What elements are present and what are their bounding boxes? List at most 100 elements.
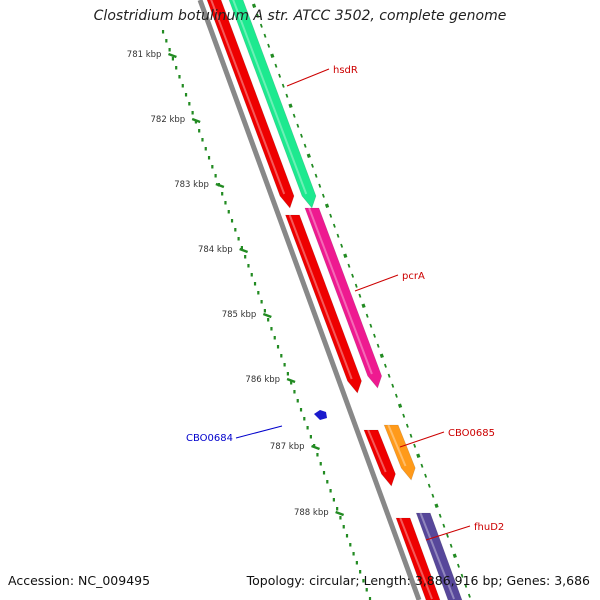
callout-line-cbo0685	[399, 431, 445, 448]
feature-track	[228, 0, 463, 600]
gene-labels: hsdR pcrA CBO0685 fhuD2 CBO0684	[186, 65, 504, 533]
ruler-tick	[239, 247, 249, 254]
accession-text: Accession: NC_009495	[8, 573, 151, 588]
ruler-dot	[191, 111, 194, 115]
outer-tick	[288, 103, 293, 109]
outer-tick	[405, 423, 409, 428]
ruler-dot	[161, 30, 165, 34]
outer-tick	[318, 183, 322, 188]
outer-tick	[420, 463, 424, 468]
ruler-dot	[365, 588, 368, 592]
outer-tick	[263, 33, 267, 38]
outer-tick-track	[251, 3, 471, 598]
backbone-track	[197, 0, 422, 600]
feature-fhuD2-shine	[419, 512, 455, 600]
ruler-tick	[191, 117, 201, 124]
ruler-dot	[253, 282, 257, 286]
ruler-tick-label: 784 kbp	[198, 245, 233, 255]
outer-tick	[442, 523, 446, 528]
ruler-dot	[303, 417, 306, 421]
ruler-tick-label: 788 kbp	[294, 508, 329, 518]
ruler-dot	[290, 381, 293, 385]
cds-segment-shine	[399, 517, 433, 600]
ruler-tick-label: 787 kbp	[270, 442, 305, 452]
outer-tick	[267, 43, 271, 48]
outer-tick	[427, 483, 431, 488]
outer-tick	[384, 363, 387, 368]
ruler-dot	[250, 273, 253, 277]
outer-tick	[321, 193, 325, 198]
ruler-dot	[273, 336, 276, 340]
ruler-dot	[296, 399, 299, 403]
outer-tick	[329, 213, 333, 218]
outer-tick	[365, 313, 369, 318]
ruler-dot	[227, 210, 230, 214]
outer-tick	[358, 293, 362, 298]
cds-segment	[206, 0, 295, 209]
outer-tick	[434, 503, 439, 509]
ruler-tick	[168, 52, 177, 59]
callout-line-cbo0684	[235, 425, 283, 439]
backbone-line	[197, 0, 422, 600]
ruler-dot	[171, 57, 175, 61]
outer-tick	[354, 283, 358, 288]
outer-tick	[251, 3, 257, 9]
ruler-tick	[262, 312, 272, 319]
feature-CBO0684	[314, 410, 327, 420]
ruler-dot	[362, 579, 365, 583]
outer-tick	[369, 323, 373, 328]
outer-tick	[274, 63, 278, 68]
cds-segment-shine	[367, 429, 387, 473]
ruler-dot	[359, 570, 362, 574]
ruler-dot	[293, 390, 296, 394]
outer-tick	[351, 273, 355, 278]
feature-hsdR-shine	[232, 0, 308, 195]
ruler-dot	[336, 507, 339, 511]
outer-tick	[303, 143, 307, 148]
ruler-dot	[194, 120, 197, 124]
outer-tick	[373, 333, 376, 338]
outer-tick	[314, 173, 318, 178]
callout-line-fhud2	[425, 525, 471, 541]
ruler-tick-label: 786 kbp	[245, 375, 280, 385]
feature-hsdR	[228, 0, 317, 209]
outer-tick	[336, 233, 340, 238]
outer-tick	[311, 163, 314, 168]
ruler-dot	[198, 129, 201, 133]
outer-tick	[431, 493, 435, 498]
ruler-dot	[221, 192, 224, 196]
outer-tick	[409, 433, 413, 438]
outer-tick	[449, 543, 453, 548]
ruler-dot	[352, 552, 355, 556]
ruler-tick-label: 783 kbp	[174, 180, 209, 190]
outer-tick	[324, 203, 330, 209]
outer-tick	[340, 243, 344, 248]
ruler-dot	[332, 498, 335, 502]
ruler-dot	[267, 318, 270, 322]
outer-tick	[256, 13, 260, 18]
outer-tick	[397, 403, 403, 409]
ruler-dot	[309, 435, 312, 439]
ruler-dot	[283, 363, 286, 367]
gene-label-pcra: pcrA	[402, 271, 425, 282]
feature-pcrA	[304, 207, 383, 389]
ruler-dot	[276, 345, 280, 349]
ruler-tick-label: 785 kbp	[222, 310, 257, 320]
feature-fhuD2	[415, 512, 463, 600]
outer-tick	[285, 93, 289, 98]
ruler-dot	[244, 255, 247, 259]
outer-tick	[416, 453, 421, 459]
ruler-dot	[247, 264, 250, 268]
ruler-dot	[329, 489, 332, 493]
ruler-tick-label: 782 kbp	[151, 115, 186, 125]
ruler-dot	[224, 201, 227, 205]
ruler-dot	[280, 354, 283, 358]
ruler-dot	[319, 462, 322, 466]
gene-callouts	[235, 68, 471, 541]
outer-tick	[278, 73, 282, 78]
ruler-dot	[299, 408, 303, 412]
outer-tick	[460, 573, 464, 578]
ruler-dot	[207, 156, 211, 160]
ruler-dot	[214, 174, 217, 178]
